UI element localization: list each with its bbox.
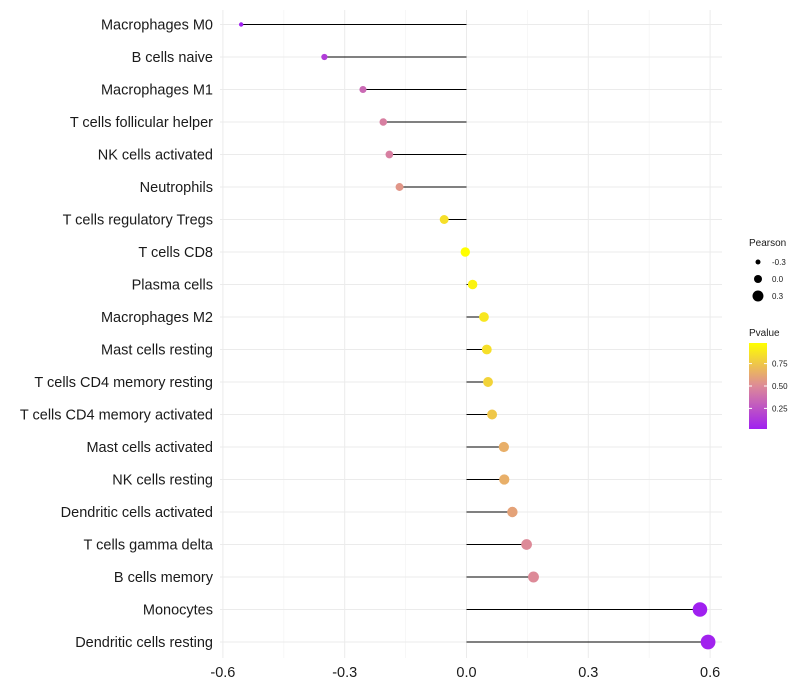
points-layer (238, 22, 716, 650)
y-axis-label: Macrophages M1 (101, 83, 213, 99)
y-axis-label: Macrophages M0 (101, 18, 213, 34)
y-axis-labels: Macrophages M0 B cells naive Macrophages M… (20, 18, 214, 652)
y-axis-label: Macrophages M2 (101, 310, 213, 326)
lollipop-point (481, 344, 492, 355)
lollipop-point (460, 247, 470, 257)
x-tick-label: 0.3 (578, 665, 598, 681)
lollipop-point (238, 22, 244, 27)
lollipop-point (528, 571, 539, 583)
y-axis-label: T cells CD4 memory resting (34, 375, 213, 391)
legend-size-key (754, 275, 762, 283)
lollipop-point (379, 118, 388, 126)
y-axis-label: T cells regulatory Tregs (63, 213, 213, 229)
legend-color-title: Pvalue (749, 328, 780, 339)
lollipop-point (487, 409, 498, 420)
x-tick-label: 0.6 (700, 665, 720, 681)
lollipop-point (385, 150, 394, 159)
y-axis-label: Dendritic cells activated (61, 505, 213, 521)
lollipop-point (359, 85, 367, 94)
legend-size-title: Pearson (749, 238, 786, 249)
y-axis-label: B cells memory (114, 570, 214, 586)
lollipop-point (479, 312, 489, 322)
legend-color-label: 0.75 (772, 360, 788, 369)
lollipop-point (499, 474, 510, 485)
y-axis-label: Mast cells activated (86, 440, 213, 456)
y-axis-label: B cells naive (132, 50, 213, 66)
x-axis-tick-labels: -0.6 -0.3 0.0 0.3 0.6 (210, 665, 720, 681)
lollipop-point (439, 215, 449, 224)
y-axis-label: NK cells activated (98, 148, 213, 164)
legend-colorbar (749, 343, 767, 429)
lollipop-point (498, 441, 509, 453)
legend-color-label: 0.25 (772, 404, 788, 413)
y-axis-label: Monocytes (143, 603, 213, 619)
x-tick-label: 0.0 (456, 665, 476, 681)
legend-size-key (752, 290, 764, 302)
legend-size-label: 0.3 (772, 292, 784, 301)
y-axis-label: Plasma cells (132, 278, 213, 294)
y-axis-label: Neutrophils (140, 180, 213, 196)
y-axis-label: T cells follicular helper (70, 115, 213, 131)
y-axis-label: Dendritic cells resting (75, 635, 213, 651)
lollipop-point (692, 602, 708, 617)
stems-layer (241, 24, 709, 643)
y-axis-label: T cells CD4 memory activated (20, 408, 213, 424)
y-axis-label: NK cells resting (112, 473, 213, 489)
x-tick-label: -0.3 (332, 665, 357, 681)
legend-size-label: 0.0 (772, 275, 784, 284)
legend-size-label: -0.3 (772, 258, 786, 267)
legend: Pearson Pvalue -0.3 0.0 0.3 0.75 0.50 0.25 (749, 238, 788, 429)
grid-layer (220, 10, 722, 658)
lollipop-point (483, 377, 493, 387)
y-axis-label: Mast cells resting (101, 343, 213, 359)
y-axis-label: T cells CD8 (138, 245, 213, 261)
y-axis-label: T cells gamma delta (84, 538, 214, 554)
lollipop-point (321, 53, 328, 61)
legend-color-label: 0.50 (772, 382, 788, 391)
x-tick-label: -0.6 (210, 665, 235, 681)
lollipop-point (700, 634, 716, 650)
lollipop-point (521, 539, 532, 550)
legend-size-key (755, 259, 761, 265)
lollipop-point (395, 183, 404, 191)
lollipop-point (467, 279, 478, 290)
lollipop-point (507, 506, 518, 518)
